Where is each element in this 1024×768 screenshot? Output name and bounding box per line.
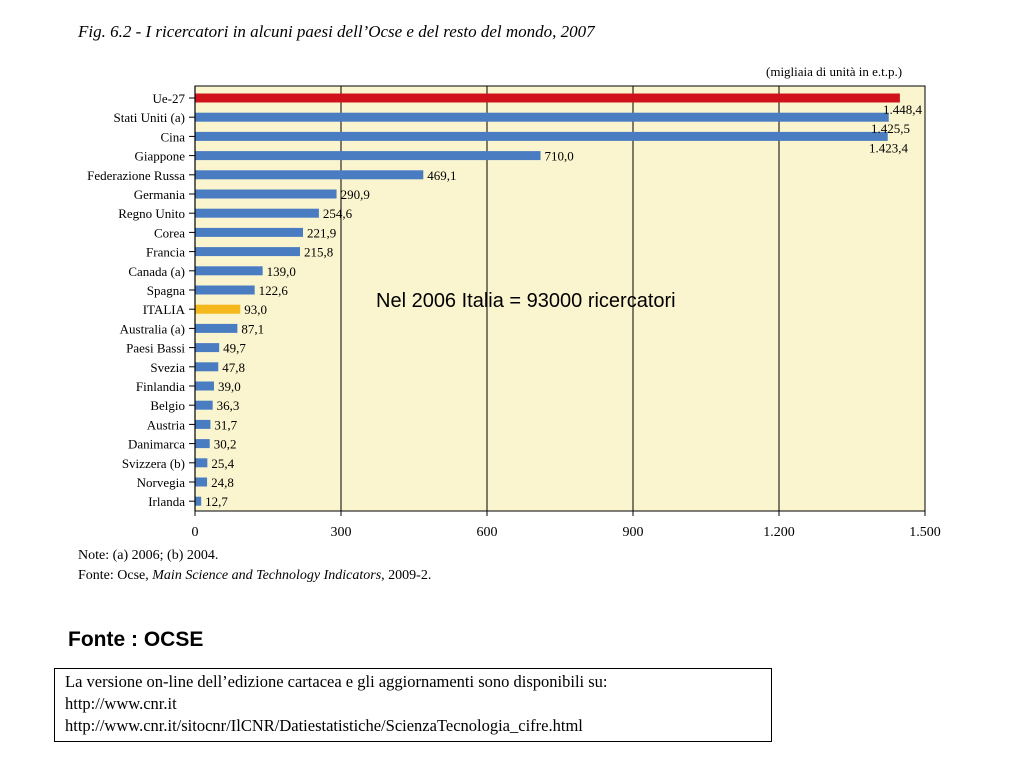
category-ticks: [189, 97, 195, 502]
x-tick-label: 1.200: [763, 525, 795, 540]
bar: [195, 266, 263, 276]
bar: [195, 170, 424, 180]
note-line: Note: (a) 2006; (b) 2004.: [78, 548, 219, 563]
category-labels: Ue-27 Stati Uniti (a) Cina Giappone Federazi…: [87, 91, 185, 509]
unit-label: (migliaia di unità in e.t.p.): [766, 64, 903, 79]
x-tick-label: 0: [192, 525, 199, 540]
value-label: 469,1: [427, 168, 456, 183]
online-box-line-1: La versione on-line dell’edizione cartac…: [65, 672, 608, 691]
x-axis-ticks: 0 300 600 900 1.200 1.500: [192, 511, 941, 540]
bar: [195, 323, 238, 333]
value-label: 221,9: [307, 225, 336, 240]
value-label: 36,3: [217, 398, 240, 413]
value-label: 139,0: [267, 264, 296, 279]
x-tick-label: 600: [477, 525, 498, 540]
bar: [195, 477, 208, 487]
value-label: 12,7: [205, 494, 228, 509]
bar: [195, 439, 210, 449]
category-label: Finlandia: [136, 379, 185, 394]
category-label: Svizzera (b): [122, 456, 185, 471]
category-label: Stati Uniti (a): [114, 110, 186, 125]
value-label: 25,4: [211, 456, 234, 471]
bar-chart: 1.448,4 1.425,5 1.423,4 710,0 469,1 290,9 254,…: [87, 85, 941, 540]
x-tick-label: 900: [623, 525, 644, 540]
category-label: Spagna: [147, 283, 186, 298]
chart-annotation: Nel 2006 Italia = 93000 ricercatori: [376, 290, 676, 312]
value-label: 254,6: [323, 206, 353, 221]
bar: [195, 227, 303, 237]
category-label: Danimarca: [128, 437, 185, 452]
category-label: Belgio: [150, 398, 185, 413]
value-label: 30,2: [214, 437, 237, 452]
online-version-box: La versione on-line dell’edizione cartac…: [54, 668, 772, 742]
bar: [195, 131, 888, 141]
category-label: Norvegia: [137, 475, 186, 490]
category-label: Ue-27: [153, 91, 186, 106]
category-label: ITALIA: [143, 302, 186, 317]
category-label: Svezia: [150, 360, 185, 375]
category-label: Cina: [160, 129, 185, 144]
value-label: 290,9: [341, 187, 370, 202]
bars: [195, 93, 900, 506]
source-prefix: Fonte: Ocse,: [78, 568, 153, 583]
bar: [195, 304, 241, 314]
category-label: Germania: [134, 187, 185, 202]
value-label: 47,8: [222, 360, 245, 375]
x-tick-label: 300: [331, 525, 352, 540]
category-label: Paesi Bassi: [126, 341, 185, 356]
online-box-link-1[interactable]: http://www.cnr.it: [65, 694, 177, 713]
category-label: Federazione Russa: [87, 168, 185, 183]
bar: [195, 400, 213, 410]
value-label: 215,8: [304, 245, 333, 260]
category-label: Corea: [154, 225, 185, 240]
value-label: 93,0: [244, 302, 267, 317]
source-heading: Fonte : OCSE: [68, 628, 204, 651]
bar: [195, 189, 337, 199]
category-label: Irlanda: [148, 494, 185, 509]
value-label: 1.448,4: [883, 102, 923, 117]
source-suffix: , 2009-2.: [381, 568, 432, 583]
value-label: 49,7: [223, 341, 246, 356]
value-label: 39,0: [218, 379, 241, 394]
value-label: 1.423,4: [869, 140, 909, 155]
value-labels: 1.448,4 1.425,5 1.423,4 710,0 469,1 290,9 254,…: [205, 102, 922, 509]
figure-title: Fig. 6.2 - I ricercatori in alcuni paesi…: [78, 22, 595, 41]
bar: [195, 247, 301, 257]
source-title: Main Science and Technology Indicators: [152, 568, 382, 583]
x-tick-label: 1.500: [909, 525, 941, 540]
online-box-link-2[interactable]: http://www.cnr.it/sitocnr/IlCNR/Datiesta…: [65, 716, 583, 735]
figure-notes: Note: (a) 2006; (b) 2004. Fonte: Ocse, M…: [78, 546, 431, 586]
bar: [195, 285, 255, 295]
bar: [195, 362, 219, 372]
value-label: 1.425,5: [871, 121, 910, 136]
bar: [195, 496, 202, 506]
category-label: Francia: [146, 245, 185, 260]
bar: [195, 112, 889, 122]
bar: [195, 343, 220, 353]
category-label: Australia (a): [120, 321, 185, 336]
source-line: Fonte: Ocse, Main Science and Technology…: [78, 566, 431, 586]
value-label: 87,1: [241, 321, 264, 336]
bar: [195, 151, 541, 161]
category-label: Canada (a): [128, 264, 185, 279]
value-label: 122,6: [259, 283, 289, 298]
bar: [195, 419, 211, 429]
value-label: 710,0: [545, 149, 574, 164]
bar: [195, 93, 900, 103]
value-label: 31,7: [214, 417, 237, 432]
category-label: Austria: [147, 417, 186, 432]
category-label: Giappone: [134, 149, 185, 164]
category-label: Regno Unito: [118, 206, 185, 221]
value-label: 24,8: [211, 475, 234, 490]
bar: [195, 208, 319, 218]
bar: [195, 458, 208, 468]
bar: [195, 381, 214, 391]
